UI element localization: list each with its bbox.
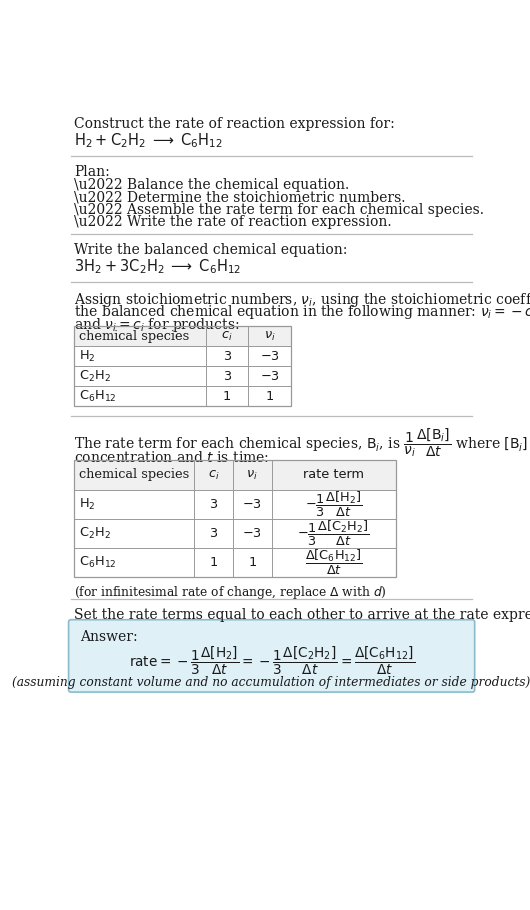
Text: $c_i$: $c_i$ [222,329,233,343]
Text: chemical species: chemical species [80,469,190,481]
Text: 1: 1 [209,556,218,570]
Text: and $\nu_i = c_i$ for products:: and $\nu_i = c_i$ for products: [74,316,240,334]
Text: Answer:: Answer: [80,630,138,643]
Text: 3: 3 [209,527,217,540]
Text: $\mathrm{rate} = -\dfrac{1}{3}\dfrac{\Delta[\mathrm{H_2}]}{\Delta t} = -\dfrac{1: $\mathrm{rate} = -\dfrac{1}{3}\dfrac{\De… [129,645,414,677]
Text: \u2022 Determine the stoichiometric numbers.: \u2022 Determine the stoichiometric numb… [74,191,405,205]
Text: \u2022 Assemble the rate term for each chemical species.: \u2022 Assemble the rate term for each c… [74,203,484,217]
Text: $\mathrm{C_6H_{12}}$: $\mathrm{C_6H_{12}}$ [80,555,117,571]
Text: Set the rate terms equal to each other to arrive at the rate expression:: Set the rate terms equal to each other t… [74,608,530,622]
Text: $-3$: $-3$ [260,369,280,383]
Text: $3 \mathrm{H_2} + 3 \mathrm{C_2H_2} \;\longrightarrow\; \mathrm{C_6H_{12}}$: $3 \mathrm{H_2} + 3 \mathrm{C_2H_2} \;\l… [74,257,241,276]
Text: $-3$: $-3$ [242,498,262,511]
Text: the balanced chemical equation in the following manner: $\nu_i = -c_i$ for react: the balanced chemical equation in the fo… [74,303,530,321]
Text: 3: 3 [223,369,231,383]
Text: rate term: rate term [303,469,364,481]
Text: $\mathrm{C_2H_2}$: $\mathrm{C_2H_2}$ [80,526,111,541]
Text: 3: 3 [209,498,217,511]
Text: 1: 1 [248,556,257,570]
Bar [74,460,395,577]
Text: Write the balanced chemical equation:: Write the balanced chemical equation: [74,243,347,258]
Bar [74,327,291,347]
Text: $-\dfrac{1}{3}\dfrac{\Delta[\mathrm{C_2H_2}]}{\Delta t}$: $-\dfrac{1}{3}\dfrac{\Delta[\mathrm{C_2H… [297,519,370,548]
Bar [74,327,291,407]
Text: $c_i$: $c_i$ [208,469,219,481]
Text: 1: 1 [266,389,274,403]
Text: concentration and $t$ is time:: concentration and $t$ is time: [74,450,269,464]
Text: (assuming constant volume and no accumulation of intermediates or side products): (assuming constant volume and no accumul… [13,676,530,689]
FancyBboxPatch shape [68,620,475,693]
Text: chemical species: chemical species [80,329,190,343]
Text: $\mathrm{C_6H_{12}}$: $\mathrm{C_6H_{12}}$ [80,389,117,404]
Text: $-3$: $-3$ [242,527,262,540]
Text: \u2022 Balance the chemical equation.: \u2022 Balance the chemical equation. [74,178,349,193]
Text: Plan:: Plan: [74,166,110,179]
Text: $\mathrm{H_2}$: $\mathrm{H_2}$ [80,497,96,511]
Bar [74,460,395,490]
Text: $\mathrm{H_2}$: $\mathrm{H_2}$ [80,349,96,364]
Text: $\nu_i$: $\nu_i$ [246,469,258,481]
Text: $-3$: $-3$ [260,349,280,363]
Text: (for infinitesimal rate of change, replace $\Delta$ with $d$): (for infinitesimal rate of change, repla… [74,583,387,601]
Text: $\nu_i$: $\nu_i$ [264,329,276,343]
Text: 1: 1 [223,389,231,403]
Text: $\mathrm{C_2H_2}$: $\mathrm{C_2H_2}$ [80,369,111,384]
Text: Construct the rate of reaction expression for:: Construct the rate of reaction expressio… [74,116,395,131]
Text: $\mathrm{H_2 + C_2H_2 \;\longrightarrow\; C_6H_{12}}$: $\mathrm{H_2 + C_2H_2 \;\longrightarrow\… [74,132,223,150]
Text: Assign stoichiometric numbers, $\nu_i$, using the stoichiometric coefficients, $: Assign stoichiometric numbers, $\nu_i$, … [74,291,530,308]
Text: $\dfrac{\Delta[\mathrm{C_6H_{12}}]}{\Delta t}$: $\dfrac{\Delta[\mathrm{C_6H_{12}}]}{\Del… [305,548,363,577]
Text: 3: 3 [223,349,231,363]
Text: The rate term for each chemical species, $\mathrm{B}_i$, is $\dfrac{1}{\nu_i}\df: The rate term for each chemical species,… [74,427,530,460]
Text: $-\dfrac{1}{3}\dfrac{\Delta[\mathrm{H_2}]}{\Delta t}$: $-\dfrac{1}{3}\dfrac{\Delta[\mathrm{H_2}… [305,490,363,519]
Text: \u2022 Write the rate of reaction expression.: \u2022 Write the rate of reaction expres… [74,216,392,229]
